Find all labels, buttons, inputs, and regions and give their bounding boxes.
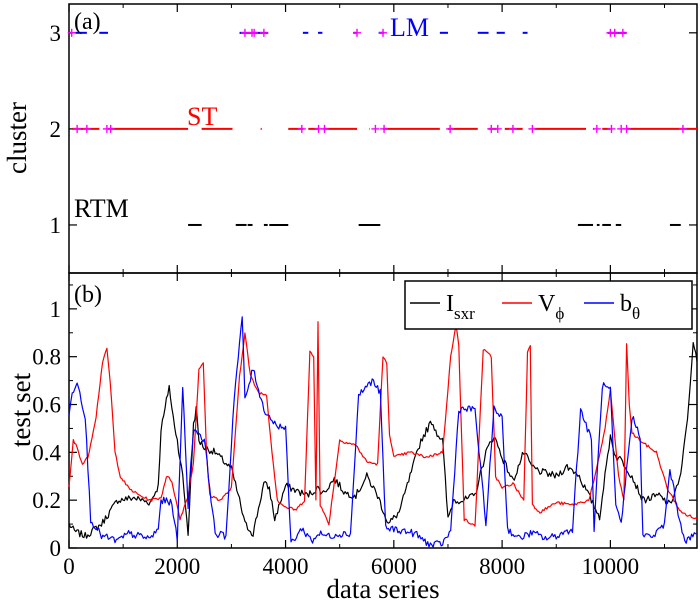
boundary-marker	[353, 28, 362, 37]
boundary-marker	[259, 28, 268, 37]
boundary-marker	[320, 124, 329, 133]
boundary-marker	[678, 124, 687, 133]
cluster-labels: LM ST RTM	[74, 13, 429, 223]
y-tick-label: 0.4	[32, 440, 61, 465]
panel-b-y-axis-label: test set	[6, 372, 36, 447]
x-tick-label: 4000	[263, 554, 309, 579]
boundary-marker	[618, 28, 627, 37]
boundary-marker	[610, 28, 619, 37]
y-tick-label: 0.8	[32, 345, 61, 370]
y-tick-label: 1	[50, 213, 62, 238]
legend-box	[404, 280, 693, 330]
cluster-label: RTM	[74, 194, 129, 223]
panel-b: 0 0.2 0.4 0.6 0.8 1 0 2000 4000 6000 8000 10000 (b)…	[6, 272, 698, 604]
boundary-marker	[528, 124, 537, 133]
boundary-marker	[250, 28, 259, 37]
boundary-marker	[592, 124, 601, 133]
x-tick-label: 10000	[582, 554, 640, 579]
panel-b-ticks: 0 0.2 0.4 0.6 0.8 1 0 2000 4000 6000 8000 10000	[32, 273, 697, 579]
panel-b-tag: (b)	[74, 282, 102, 308]
y-tick-label: 1	[50, 297, 62, 322]
y-tick-label: 2	[50, 117, 62, 142]
boundary-marker	[493, 124, 502, 133]
boundary-marker	[371, 124, 380, 133]
boundary-marker	[379, 28, 387, 37]
x-tick-label: 0	[63, 554, 75, 579]
panel-a: 1 2 3 LM ST RTM (a) cluster	[2, 3, 698, 274]
panel-a-tag: (a)	[74, 9, 101, 35]
boundary-marker	[508, 124, 517, 133]
y-tick-label: 0	[50, 536, 62, 561]
boundary-marker	[106, 124, 115, 133]
boundary-marker	[73, 124, 82, 133]
series-line-1	[68, 342, 698, 539]
boundary-marker	[380, 124, 389, 133]
panel-a-y-axis-label: cluster	[2, 102, 32, 174]
x-tick-label: 8000	[479, 554, 525, 579]
cluster-label: ST	[187, 102, 217, 131]
boundary-marker	[82, 124, 91, 133]
boundary-marker	[67, 28, 76, 37]
boundary-marker	[622, 124, 631, 133]
boundary-marker	[297, 124, 306, 133]
boundary-marker	[240, 28, 249, 37]
series-lines	[68, 316, 698, 548]
panel-b-frame	[68, 272, 698, 549]
panel-a-ticks: 1 2 3	[50, 4, 697, 273]
boundary-marker	[607, 124, 616, 133]
x-tick-label: 2000	[154, 554, 200, 579]
boundary-markers	[67, 28, 687, 133]
legend: Isxr Vϕ bθ	[404, 280, 693, 330]
y-tick-label: 0.6	[32, 393, 61, 418]
y-tick-label: 0.2	[32, 488, 61, 513]
panel-a-frame	[68, 3, 698, 274]
x-axis-label: data series	[326, 574, 439, 604]
series-line-3	[68, 316, 697, 548]
series-line-2	[68, 321, 698, 527]
x-tick-label: 6000	[371, 554, 417, 579]
y-tick-label: 3	[50, 21, 62, 46]
boundary-marker	[446, 124, 455, 133]
cluster-label: LM	[390, 13, 429, 42]
